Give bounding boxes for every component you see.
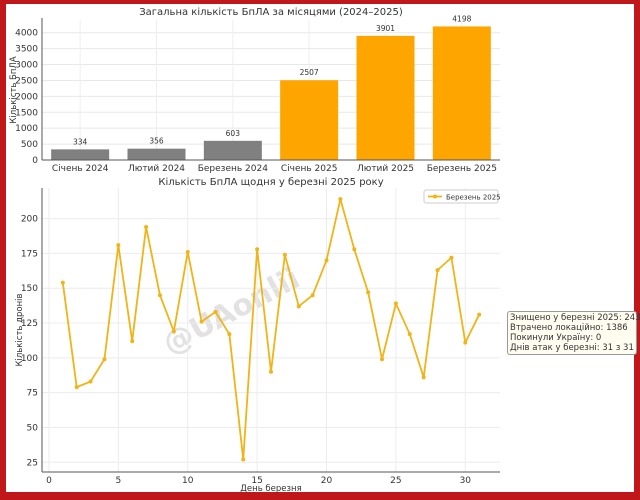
y-tick-label: 125 — [21, 319, 38, 329]
y-tick-label: 3500 — [15, 45, 38, 55]
y-tick-label: 100 — [21, 354, 38, 364]
annotation-destroyed: Знищено у березні 2025: 2435 — [510, 313, 640, 323]
bar — [432, 26, 491, 160]
bar-value-label: 603 — [226, 129, 241, 138]
y-tick-label: 3000 — [15, 61, 38, 71]
x-tick-label: 25 — [390, 476, 401, 486]
y-tick-label: 150 — [21, 284, 38, 294]
x-tick-label: Січень 2024 — [52, 164, 109, 174]
data-point — [88, 379, 93, 384]
legend-label: Березень 2025 — [446, 194, 501, 202]
y-tick-label: 1000 — [15, 124, 38, 134]
bar — [127, 148, 186, 160]
x-axis-label: День березня — [240, 484, 301, 494]
bar-value-label: 3901 — [376, 24, 395, 33]
data-point — [463, 340, 468, 345]
x-tick-label: 15 — [251, 476, 262, 486]
bar — [203, 140, 262, 160]
bar-value-label: 334 — [73, 137, 88, 146]
data-point — [185, 250, 190, 255]
legend-marker-icon — [433, 194, 437, 199]
data-point — [352, 247, 357, 252]
data-point — [449, 255, 454, 260]
data-point — [227, 332, 232, 337]
chart-title: Кількість БпЛА щодня у березні 2025 року — [158, 176, 383, 188]
bar-value-label: 2507 — [300, 68, 319, 77]
bar — [280, 80, 339, 160]
data-point — [171, 329, 176, 334]
data-point — [310, 293, 315, 298]
y-tick-label: 50 — [27, 423, 39, 433]
bar — [356, 35, 415, 160]
x-tick-label: Лютий 2025 — [357, 164, 414, 174]
data-point — [102, 357, 107, 362]
data-point — [407, 332, 412, 337]
data-point — [241, 457, 246, 462]
data-point — [255, 247, 260, 252]
summary-annotation-box: Знищено у березні 2025: 2435 Втрачено ло… — [507, 311, 640, 355]
x-tick-label: 5 — [115, 476, 121, 486]
y-tick-label: 0 — [32, 156, 38, 166]
x-tick-label: 0 — [46, 476, 52, 486]
data-point — [130, 339, 135, 344]
data-point — [393, 301, 398, 306]
data-point — [324, 258, 329, 263]
y-tick-label: 200 — [21, 215, 38, 225]
bar-value-label: 4198 — [452, 14, 471, 23]
y-tick-label: 175 — [21, 249, 38, 259]
data-point — [213, 309, 218, 314]
data-point — [296, 304, 301, 309]
chart-title: Загальна кількість БпЛА за місяцями (202… — [139, 6, 403, 18]
y-tick-label: 25 — [27, 458, 38, 468]
y-tick-label: 500 — [21, 140, 38, 150]
data-point — [435, 268, 440, 273]
data-point — [199, 319, 204, 324]
x-tick-label: 20 — [321, 476, 333, 486]
x-tick-label: Лютий 2024 — [128, 164, 185, 174]
annotation-attack-days: Днів атак у березні: 31 з 31 — [510, 343, 634, 353]
annotation-lost-location: Втрачено локаційно: 1386 — [510, 323, 628, 333]
data-point — [269, 369, 273, 374]
bar-value-label: 356 — [149, 137, 164, 146]
x-tick-label: Березень 2024 — [198, 164, 269, 174]
y-tick-label: 75 — [27, 389, 38, 399]
data-point — [116, 243, 121, 248]
y-tick-label: 2500 — [15, 76, 38, 86]
y-tick-label: 1500 — [15, 108, 38, 118]
data-point — [421, 375, 426, 380]
x-tick-label: Березень 2025 — [427, 164, 497, 174]
data-point — [477, 312, 482, 317]
x-tick-label: 10 — [182, 476, 194, 486]
annotation-left-ukraine: Покинули Україну: 0 — [510, 333, 602, 343]
data-point — [74, 385, 79, 390]
x-tick-label: 30 — [460, 476, 472, 486]
y-axis-label: Кількість дронів — [15, 293, 25, 366]
y-axis-label: Кількість БпЛА — [9, 56, 19, 123]
series-line — [61, 198, 480, 460]
y-tick-label: 2000 — [15, 92, 38, 102]
data-point — [144, 224, 149, 229]
data-point — [157, 293, 162, 298]
y-tick-label: 4000 — [15, 29, 38, 39]
data-point — [366, 290, 371, 295]
legend-box — [423, 189, 499, 204]
data-point — [380, 357, 385, 362]
x-tick-label: Січень 2025 — [281, 164, 338, 174]
bar — [51, 149, 110, 160]
data-point — [282, 252, 287, 257]
data-point — [60, 280, 65, 285]
data-point — [338, 197, 343, 202]
